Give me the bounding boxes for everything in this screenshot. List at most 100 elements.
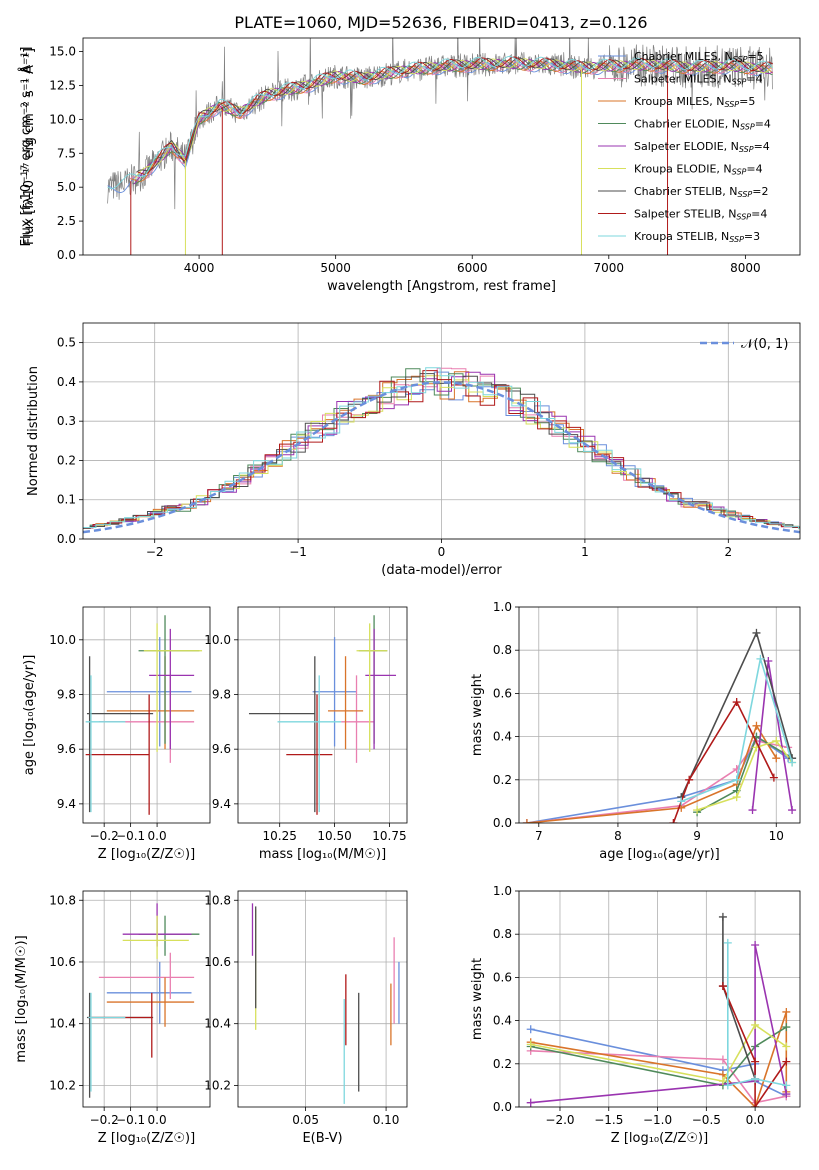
series-marker <box>526 1040 535 1049</box>
series-line <box>530 944 788 1104</box>
y-tick-label: 0.5 <box>57 336 76 350</box>
y-tick-label: 10.8 <box>49 893 76 907</box>
legend: Chabrier MILES, NSSP=5 Salpeter MILES, NS… <box>598 50 771 244</box>
normal-curve <box>83 381 800 534</box>
x-tick-label: 2 <box>724 545 732 559</box>
axes-frame <box>82 890 211 1108</box>
series-marker <box>782 1023 791 1032</box>
x-tick-label: 0.05 <box>292 1113 319 1127</box>
y-tick-label: 0.0 <box>57 532 76 546</box>
x-axis-label: Z [log₁₀(Z/Z☉)] <box>611 1131 708 1146</box>
x-tick-label: 8 <box>614 829 622 843</box>
y-tick-label: 10.8 <box>204 893 231 907</box>
panel-mass-weight-vs-age: 7 8 9 10 0.0 0.2 0.4 0.6 0.8 1.0 age [log₁₀(age/yr… <box>470 600 801 862</box>
grid <box>238 607 407 823</box>
y-tick-label: 0.0 <box>493 1100 512 1114</box>
x-axis-label: wavelength [Angstrom, rest frame] <box>327 279 556 294</box>
plot-area <box>85 615 203 815</box>
y-tick-label: 12.5 <box>49 78 76 92</box>
x-tick-label: 9 <box>693 829 701 843</box>
x-axis-label: Z [log₁₀(Z/Z☉)] <box>98 1131 195 1146</box>
x-tick-label: 10.50 <box>317 829 351 843</box>
x-tick-label: 10.75 <box>372 829 406 843</box>
series-marker <box>723 1081 732 1090</box>
y-tick-label: 2.5 <box>57 214 76 228</box>
legend-entry: 𝒩(0, 1) <box>741 337 788 352</box>
y-tick-label: 0.4 <box>57 375 76 389</box>
panel-age-vs-mass: 10.25 10.50 10.75 9.4 9.6 9.8 10.0 mass [log₁₀(… <box>204 606 408 862</box>
series-marker <box>718 1077 727 1086</box>
axes-frame <box>237 606 408 824</box>
x-axis-label: (data-model)/error <box>381 563 502 578</box>
model-spectrum <box>107 55 774 189</box>
y-tick-label: 10.0 <box>49 112 76 126</box>
series-marker <box>772 736 781 745</box>
series-marker <box>764 657 773 665</box>
series-line <box>722 985 787 1107</box>
series-line <box>681 658 793 803</box>
y-tick-label: 0.3 <box>57 414 76 428</box>
y-tick-label: 9.4 <box>57 797 76 811</box>
x-tick-label: 0 <box>438 545 446 559</box>
y-axis-label: mass [log₁₀(M/M☉)] <box>14 935 29 1062</box>
panel-mass-vs-EBV: 0.05 0.10 10.2 10.4 10.6 10.8 E(B-V) <box>204 890 408 1146</box>
series-marker <box>522 819 531 823</box>
y-tick-label: 0.4 <box>493 1014 512 1028</box>
plot-area <box>248 615 397 815</box>
y-axis-label: mass weight <box>470 674 485 756</box>
y-tick-label: 1.0 <box>493 884 512 898</box>
series-marker <box>718 912 727 921</box>
y-tick-label: 0.2 <box>493 773 512 787</box>
y-tick-label: 0.2 <box>57 453 76 467</box>
y-tick-label: 1.0 <box>493 600 512 614</box>
plot-area <box>83 367 800 534</box>
y-axis-label: age [log₁₀(age/yr)] <box>22 655 37 776</box>
model-spectrum <box>137 56 773 175</box>
x-tick-label: −1 <box>289 545 307 559</box>
legend-entry: Salpeter ELODIE, NSSP=4 <box>634 140 770 154</box>
y-tick-label: 10.0 <box>49 633 76 647</box>
grid <box>83 607 210 823</box>
legend-entry: Kroupa ELODIE, NSSP=4 <box>634 163 763 177</box>
panel-mass-vs-Z: −0.2−0.1 0.0 10.2 10.4 10.6 10.8 Z [log₁₀(Z/Z☉… <box>14 890 211 1146</box>
series-marker <box>782 1057 791 1066</box>
x-axis-label: E(B-V) <box>302 1131 342 1146</box>
series-marker <box>752 628 761 637</box>
x-tick-label: 0.0 <box>148 1113 167 1127</box>
model-spectrum <box>134 58 773 179</box>
y-tick-label: 9.8 <box>212 687 231 701</box>
x-tick-label: −0.1 <box>116 1113 145 1127</box>
series-line <box>530 1028 787 1097</box>
series-marker <box>782 1042 791 1051</box>
legend-entry: Chabrier STELIB, NSSP=2 <box>634 185 768 199</box>
series-marker <box>751 1103 760 1107</box>
series-marker <box>782 1081 791 1090</box>
x-axis-label: Z [log₁₀(Z/Z☉)] <box>98 847 195 862</box>
series-marker <box>718 1055 727 1064</box>
y-axis-label: Flux [fλ10−17 erg cm−2 s−1 Å−1] <box>18 47 35 247</box>
x-axis-label: age [log₁₀(age/yr)] <box>599 847 720 862</box>
series-line <box>530 1011 788 1107</box>
axes-frame <box>237 890 408 1108</box>
legend-entry: Salpeter STELIB, NSSP=4 <box>634 208 767 222</box>
series-marker <box>677 797 686 806</box>
panel-mass-weight-vs-Z: −2.0 −1.5 −1.0 −0.5 0.0 0.0 0.2 0.4 0.6 0.8 1.0 Z [… <box>470 884 801 1146</box>
y-tick-label: 9.6 <box>57 742 76 756</box>
y-tick-label: 10.4 <box>49 1017 76 1031</box>
y-tick-label: 0.0 <box>493 816 512 830</box>
series-marker <box>732 698 741 707</box>
y-tick-label: 10.2 <box>49 1078 76 1092</box>
axes-frame <box>82 37 801 256</box>
y-tick-label: 15.0 <box>49 45 76 59</box>
x-axis-label: mass [log₁₀(M/M☉)] <box>259 847 386 862</box>
x-tick-label: 0.0 <box>746 1113 765 1127</box>
y-tick-label: 0.8 <box>493 927 512 941</box>
y-tick-label: 0.2 <box>493 1057 512 1071</box>
x-tick-label: 0.0 <box>148 829 167 843</box>
grid <box>519 890 800 1108</box>
y-tick-label: 7.5 <box>57 146 76 160</box>
plot-area <box>86 903 200 1098</box>
y-tick-label: 10.6 <box>204 955 231 969</box>
series-marker <box>788 758 797 767</box>
